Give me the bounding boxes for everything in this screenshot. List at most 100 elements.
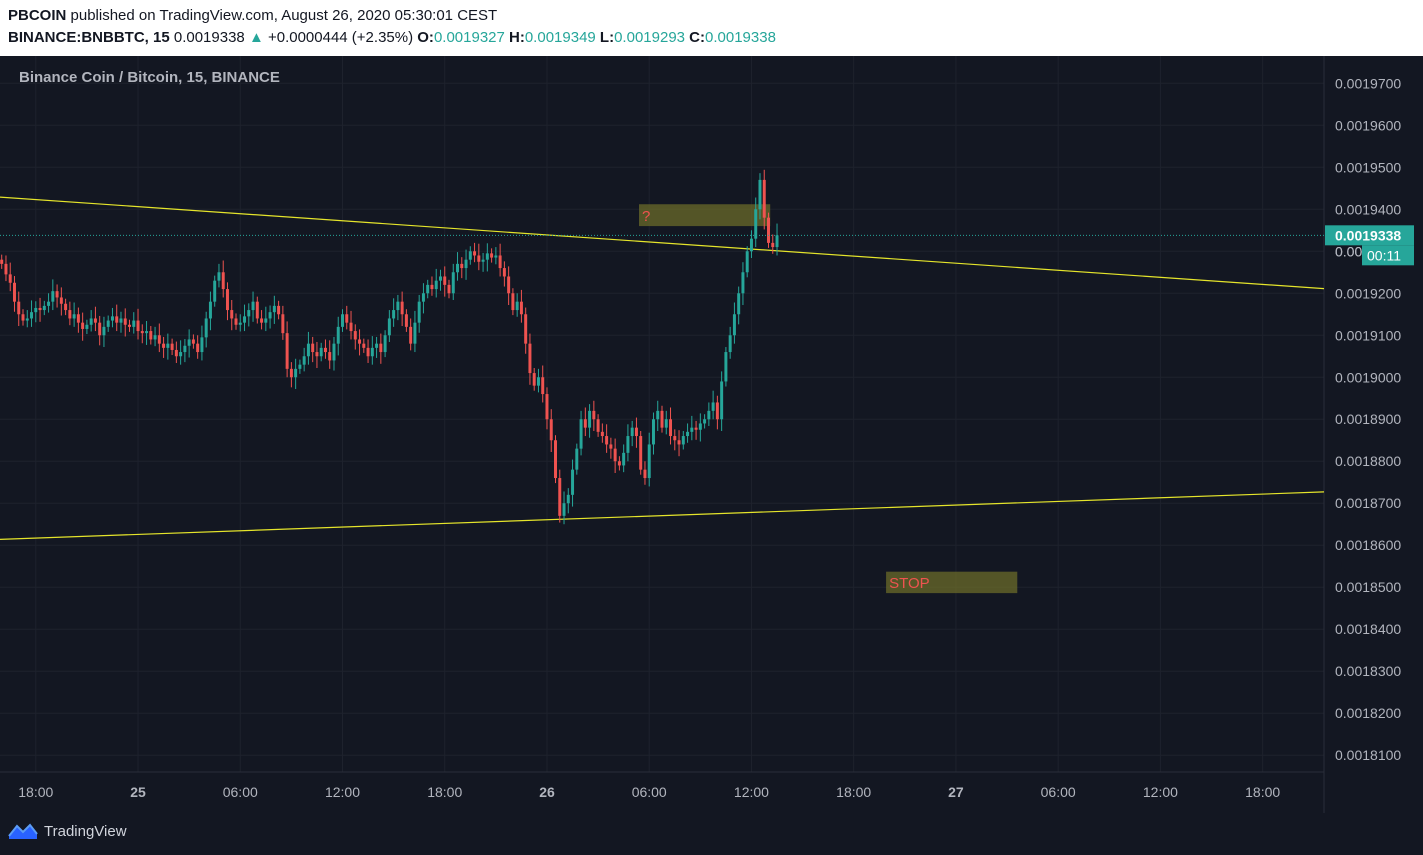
candle-body	[336, 326, 340, 344]
price-axis[interactable]: 0.0019700 0.0019600 0.0019500 0.0019400 0.00…	[1335, 75, 1401, 763]
candle-body	[47, 301, 51, 306]
candle-body	[21, 314, 25, 321]
candle-body	[255, 301, 259, 319]
candle-body	[72, 314, 76, 319]
candle-body	[238, 322, 242, 325]
annotation-boxes[interactable]: ? STOP	[638, 204, 1018, 594]
candle-body	[728, 335, 732, 353]
price-tick-label-partial: 0.00	[1335, 243, 1362, 259]
candle-body	[85, 324, 89, 329]
time-axis[interactable]: 18:00 25 06:00 12:00 18:00 26 06:00 12:00 18:00 2…	[18, 784, 1280, 800]
candle-body	[690, 427, 694, 432]
candle-body	[230, 310, 234, 319]
price-tick-label: 0.0019600	[1335, 117, 1401, 133]
candle-body	[524, 314, 528, 344]
candle-body	[732, 314, 736, 336]
candle-body	[485, 253, 489, 260]
candle-body	[426, 284, 430, 294]
last-price-marker: 0.000.0019338 00:11	[0, 225, 1414, 266]
candle-body	[8, 274, 12, 283]
candle-body	[566, 494, 570, 504]
candle-body	[443, 276, 447, 285]
candle-body	[251, 301, 255, 311]
annotation-box-label: STOP	[889, 575, 930, 592]
price-tick-label: 0.0018900	[1335, 411, 1401, 427]
candle-body	[681, 436, 685, 445]
candle-body	[571, 469, 575, 495]
chart-title: Binance Coin / Bitcoin, 15, BINANCE	[19, 69, 280, 86]
candle-body	[451, 272, 455, 294]
candle-body	[106, 320, 110, 327]
chart-area[interactable]: 0.0019700 0.0019600 0.0019500 0.0019400 0.00…	[0, 56, 1423, 813]
candle-body	[59, 297, 63, 304]
candle-body	[328, 352, 332, 361]
candle-body	[38, 307, 42, 311]
candle-body	[298, 364, 302, 369]
candle-body	[272, 305, 276, 313]
candle-body	[119, 318, 123, 323]
candle-body	[89, 318, 93, 325]
candle-body	[532, 373, 536, 386]
candle-body	[204, 318, 208, 338]
candle-body	[541, 377, 545, 395]
candle-body	[720, 381, 724, 420]
price-chart[interactable]: 0.0019700 0.0019600 0.0019500 0.0019400 0.00…	[0, 56, 1423, 813]
candle-body	[136, 320, 140, 332]
candle-body	[404, 314, 408, 327]
candle-body	[98, 322, 102, 336]
candle-body	[208, 301, 212, 319]
candle-body	[110, 316, 114, 321]
countdown-badge	[1362, 245, 1414, 266]
candle-body	[698, 423, 702, 430]
candle-body	[306, 343, 310, 357]
candle-body	[51, 291, 55, 302]
candle-body	[447, 284, 451, 294]
candle-body	[558, 478, 562, 516]
candle-body	[128, 324, 131, 327]
price-tick-label: 0.0019200	[1335, 285, 1401, 301]
candle-body	[617, 461, 621, 466]
candle-body	[315, 352, 319, 357]
last-price-badge-text: 0.0019338	[1335, 227, 1401, 243]
candle-body	[771, 242, 775, 248]
candle-body	[647, 444, 651, 479]
last-price-text: 0.0019338	[173, 29, 245, 46]
change-text: +0.0000444 (+2.35%)	[267, 29, 414, 46]
candle-body	[622, 452, 626, 466]
candle-body	[191, 339, 195, 344]
candle-body	[221, 272, 225, 290]
candles	[0, 169, 779, 525]
candle-body	[498, 255, 502, 269]
candle-body	[758, 179, 762, 210]
candle-body	[123, 318, 127, 325]
candle-body	[170, 343, 174, 350]
tradingview-logo[interactable]: TradingView	[8, 822, 127, 840]
price-tick-label: 0.0018300	[1335, 663, 1401, 679]
time-tick-label: 18:00	[836, 784, 871, 800]
candle-body	[341, 314, 344, 327]
published-text: published on TradingView.com, August 26,…	[70, 7, 498, 24]
candle-body	[358, 339, 362, 344]
low-value: 0.0019293	[614, 29, 685, 46]
price-tick-label: 0.0019500	[1335, 159, 1401, 175]
candle-body	[153, 335, 157, 340]
time-tick-label: 06:00	[632, 784, 667, 800]
ohlc-bar: BINANCE:BNBBTC, 15 0.0019338 ▲ +0.000044…	[8, 29, 776, 46]
candle-body	[605, 436, 609, 445]
publish-info: PBCOIN published on TradingView.com, Aug…	[8, 7, 497, 24]
candle-body	[187, 339, 191, 346]
candle-body	[528, 343, 532, 374]
candle-body	[213, 280, 217, 302]
candle-body	[68, 310, 72, 319]
candle-body	[626, 436, 630, 453]
candle-body	[596, 419, 600, 432]
candle-body	[264, 318, 268, 323]
candle-body	[30, 312, 34, 319]
trendlines[interactable]	[0, 196, 1325, 540]
candle-body	[762, 179, 766, 218]
publisher-name[interactable]: PBCOIN	[8, 7, 67, 24]
candle-body	[554, 440, 557, 479]
candle-body	[583, 419, 587, 428]
candle-body	[183, 345, 187, 353]
candle-body	[102, 326, 106, 336]
